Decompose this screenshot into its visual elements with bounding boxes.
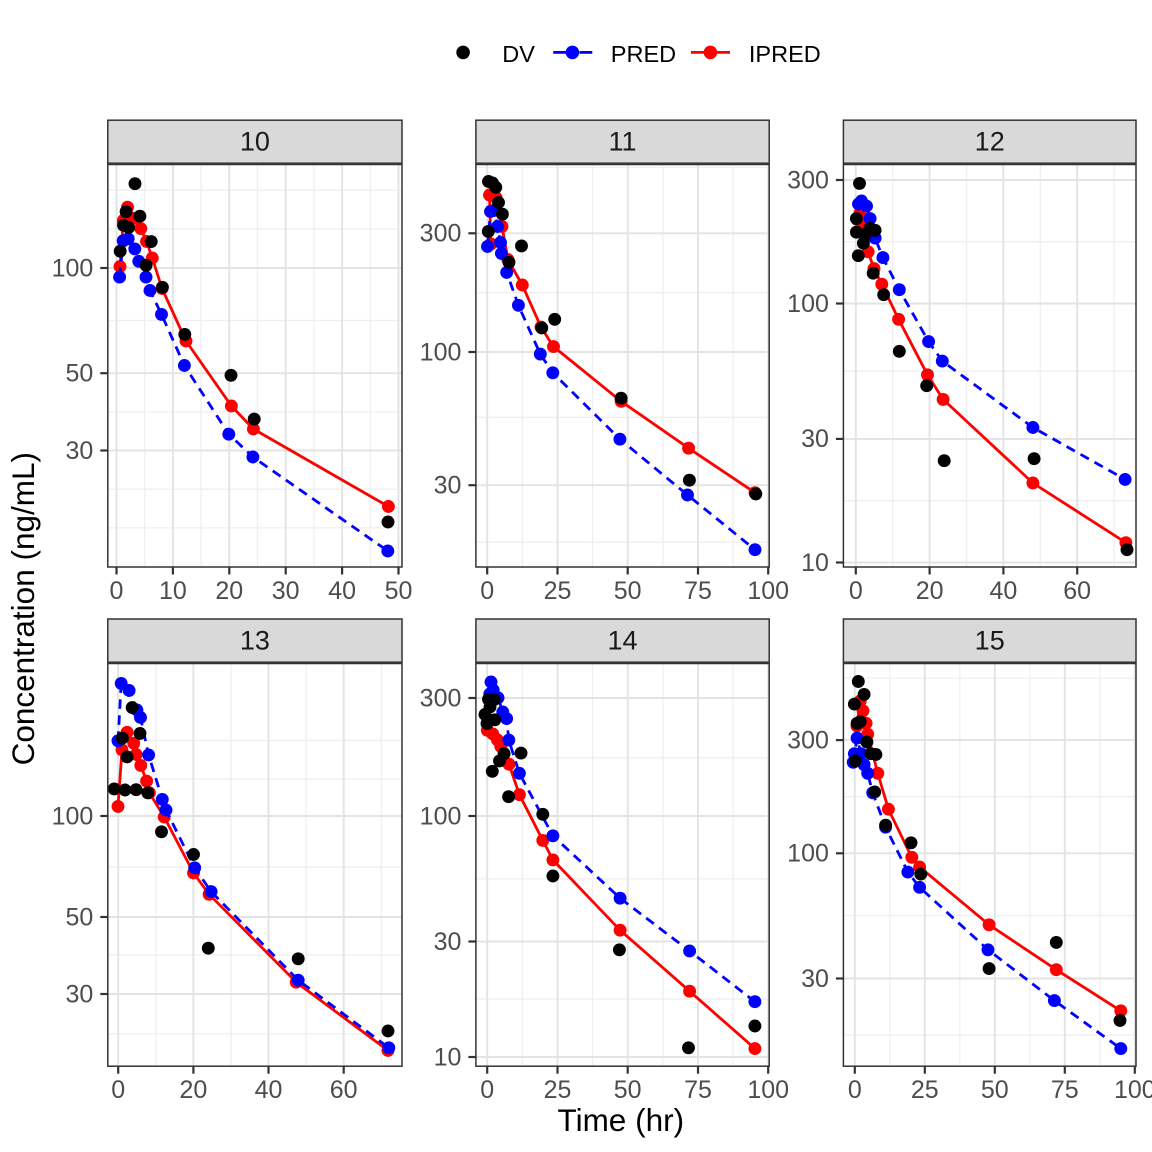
svg-text:30: 30 (801, 425, 829, 453)
svg-text:75: 75 (684, 577, 712, 605)
svg-text:100: 100 (787, 840, 829, 868)
svg-text:50: 50 (65, 360, 93, 388)
svg-text:300: 300 (787, 166, 829, 194)
svg-text:25: 25 (911, 1076, 939, 1104)
svg-text:20: 20 (215, 577, 243, 605)
svg-text:10: 10 (240, 127, 270, 157)
svg-text:100: 100 (52, 802, 94, 830)
svg-text:100: 100 (787, 290, 829, 318)
svg-text:50: 50 (65, 903, 93, 931)
svg-text:11: 11 (608, 127, 636, 157)
svg-text:0: 0 (849, 577, 863, 605)
svg-text:100: 100 (420, 802, 462, 830)
svg-text:20: 20 (179, 1076, 207, 1104)
svg-text:30: 30 (801, 965, 829, 993)
svg-text:10: 10 (159, 577, 187, 605)
svg-text:0: 0 (111, 1076, 125, 1104)
svg-text:100: 100 (52, 254, 94, 282)
svg-text:60: 60 (1063, 577, 1091, 605)
svg-text:100: 100 (1114, 1076, 1152, 1104)
svg-text:0: 0 (480, 1076, 494, 1104)
svg-text:15: 15 (975, 626, 1005, 656)
svg-text:13: 13 (240, 626, 270, 656)
svg-text:0: 0 (480, 577, 494, 605)
svg-text:10: 10 (801, 549, 829, 577)
svg-text:30: 30 (434, 928, 462, 956)
svg-text:40: 40 (989, 577, 1017, 605)
svg-text:75: 75 (684, 1076, 712, 1104)
svg-text:50: 50 (981, 1076, 1009, 1104)
svg-text:100: 100 (747, 1076, 789, 1104)
svg-text:50: 50 (614, 577, 642, 605)
svg-text:100: 100 (420, 338, 462, 366)
svg-text:20: 20 (916, 577, 944, 605)
svg-text:30: 30 (272, 577, 300, 605)
svg-text:300: 300 (420, 684, 462, 712)
svg-text:100: 100 (747, 577, 789, 605)
svg-text:30: 30 (65, 980, 93, 1008)
svg-text:40: 40 (255, 1076, 283, 1104)
svg-text:50: 50 (614, 1076, 642, 1104)
svg-text:10: 10 (434, 1043, 462, 1071)
svg-text:25: 25 (544, 1076, 572, 1104)
svg-text:12: 12 (975, 127, 1005, 157)
svg-text:75: 75 (1051, 1076, 1079, 1104)
svg-text:60: 60 (330, 1076, 358, 1104)
svg-text:300: 300 (420, 220, 462, 248)
svg-text:0: 0 (848, 1076, 862, 1104)
svg-text:40: 40 (328, 577, 356, 605)
svg-text:50: 50 (385, 577, 413, 605)
svg-text:PRED: PRED (611, 41, 676, 67)
svg-text:IPRED: IPRED (749, 41, 821, 67)
svg-text:Time (hr): Time (hr) (558, 1102, 685, 1138)
svg-text:30: 30 (434, 472, 462, 500)
svg-text:DV: DV (502, 41, 535, 67)
svg-text:Concentration (ng/mL): Concentration (ng/mL) (5, 452, 41, 765)
svg-text:300: 300 (787, 726, 829, 754)
svg-text:30: 30 (65, 437, 93, 465)
svg-text:14: 14 (607, 626, 637, 656)
svg-text:25: 25 (544, 577, 572, 605)
svg-text:0: 0 (110, 577, 124, 605)
